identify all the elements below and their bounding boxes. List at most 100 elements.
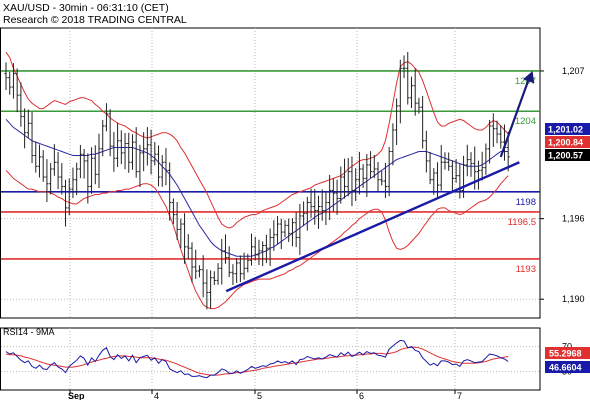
annotations [225,70,535,293]
price-bars [4,51,510,310]
rsi-title: RSI14 - 9MA [3,327,55,337]
price-bar [63,179,68,227]
price-bar [223,234,228,264]
price-bar [283,220,287,238]
price-tag-label: 1,201.02 [548,125,583,135]
moving-average-line [5,118,509,257]
x-tick-label: 7 [457,391,462,400]
price-bar [350,156,354,207]
price-bar [447,152,451,171]
price-bar [216,263,220,285]
price-bar [45,159,49,203]
price-bar [324,191,328,225]
price-bar [227,246,231,278]
price-bar [395,98,399,145]
price-bar [134,127,138,178]
price-bar [175,201,179,240]
price-bar [235,257,239,283]
price-grid [0,27,541,319]
price-bar [145,127,149,166]
price-bar [409,76,414,109]
price-bar [428,152,432,185]
price-bar [264,234,268,264]
price-bar [368,151,373,178]
price-bar [60,163,64,195]
price-bar [86,153,90,204]
price-bar [205,269,209,310]
price-bar [97,133,101,189]
price-bar [458,163,462,199]
price-bar [238,255,242,283]
rsi-value-label: 46.6604 [549,363,582,373]
price-tag-label: 1,200.84 [548,138,583,148]
price-bar [75,162,79,196]
price-bar [406,51,410,105]
x-tick-label: 4 [154,391,159,400]
price-bar [450,160,454,194]
price-bar [171,198,175,224]
price-bar [108,109,112,157]
price-bar [119,130,123,165]
price-bar [435,162,440,198]
price-bar [346,157,350,197]
price-bar [290,218,295,247]
price-bar [302,201,306,227]
price-bar [454,159,458,183]
price-bar [461,155,466,198]
x-tick-label: 6 [359,391,364,400]
price-bar [168,162,172,221]
price-bar [67,178,71,216]
price-bar [476,160,481,190]
price-bar [4,62,8,90]
price-bar [268,228,272,266]
price-bar [413,68,417,116]
rsi-value-tag [545,361,590,373]
price-bar [164,148,168,186]
chart-title: XAU/USD - 30min - 06:31:10 (CET) [3,2,169,14]
price-bar [194,249,198,279]
level-lines: 1207 1204 1198 1196.5 1193 [1,70,540,275]
price-bar [93,145,97,185]
rsi-value-tag [545,347,590,359]
price-bar [316,195,321,229]
y-tick-label: 1,196 [562,214,585,224]
price-bar [220,238,224,285]
price-bar [335,179,339,215]
price-bar [26,109,30,138]
price-bar [19,82,23,127]
y-tick-label: 1,207 [562,66,585,76]
price-bar [253,236,257,261]
price-bar [212,271,216,285]
price-bar [380,171,384,186]
price-bar [138,144,142,188]
price-bar [294,212,298,248]
price-bar [387,146,391,197]
price-bar [197,265,202,278]
price-bar [402,55,406,79]
price-bar [8,71,12,95]
forecast-arrow-head [523,70,535,84]
price-bar [432,168,436,195]
price-axis: 1,207 1,196 1,190 1,201.02 1,200.84 1,200.57 [540,66,590,304]
level-label: 1193 [516,264,536,275]
price-bar [421,96,425,149]
price-bar [305,196,309,231]
price-bar [82,148,86,179]
price-bar [56,152,60,190]
price-bar [372,154,376,179]
price-bar [465,144,469,177]
price-bar [391,123,395,166]
price-bar [357,151,361,195]
price-bar [361,164,365,188]
price-bar [398,59,402,124]
price-bar [480,151,484,181]
price-bar [130,134,135,170]
price-bar [499,125,503,149]
price-bar [424,130,428,173]
price-bar [209,270,213,309]
price-bar [30,111,34,164]
price-bar [331,178,335,212]
price-bar [376,161,380,192]
